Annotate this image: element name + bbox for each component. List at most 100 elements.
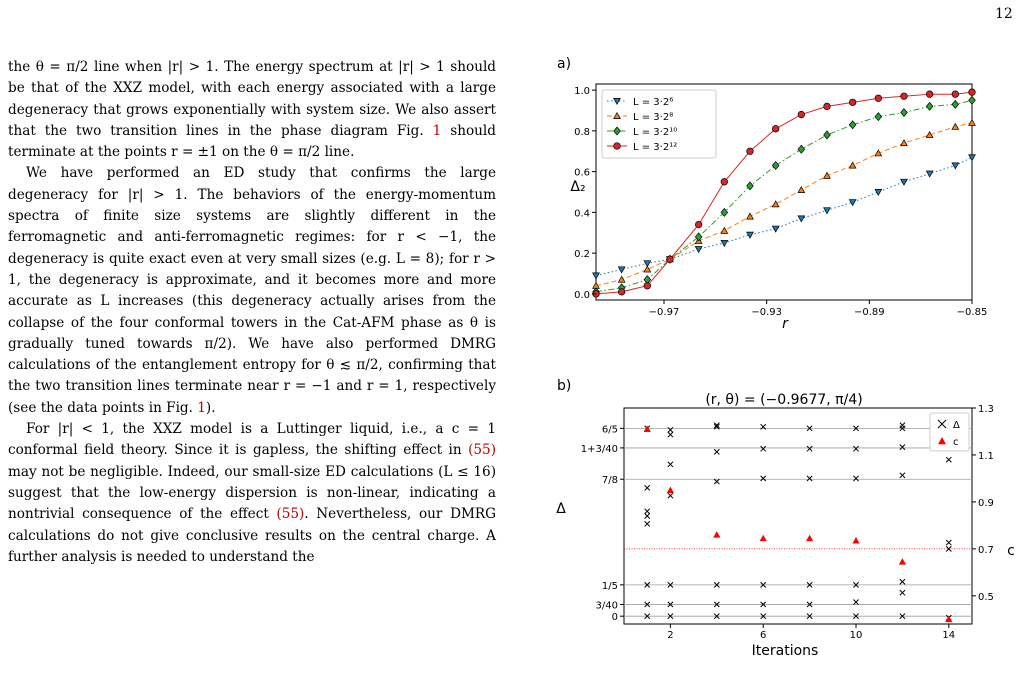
delta-point (644, 513, 651, 519)
data-point (746, 147, 754, 155)
data-point (848, 120, 857, 130)
delta-point (644, 613, 651, 620)
legend-box (929, 412, 970, 452)
plot-b-xlabel: Iterations (752, 643, 819, 659)
delta-point (713, 423, 720, 430)
plot-b-frame (623, 407, 973, 625)
data-point (720, 207, 729, 217)
delta-point (945, 545, 952, 552)
equation-ref-link[interactable]: (55) (468, 442, 496, 459)
data-point (772, 125, 780, 133)
equation-ref-link[interactable]: (55) (276, 506, 305, 523)
data-point (874, 94, 882, 102)
plot-b-axes: 03/40 1/5 7/8 1+3/40 6/5 0.5 0.7 0.9 1.1 1.3 2 6 10 1… (581, 404, 994, 641)
series-line (595, 156, 973, 277)
figure-ref-link[interactable]: 1 (197, 399, 206, 416)
plot-b-reference-lines (624, 427, 972, 617)
delta-point (713, 422, 720, 429)
left-y-tick-label: 1/5 (602, 581, 618, 592)
delta-point (760, 613, 767, 620)
right-y-tick-label: 1.3 (978, 404, 994, 415)
data-point (848, 161, 857, 169)
x-tick-label: −0.97 (649, 307, 680, 318)
legend-marker (937, 419, 947, 429)
delta-point (760, 445, 767, 452)
right-y-tick-label: 1.1 (978, 451, 994, 462)
plot-a-axes: 0.0 0.2 0.4 0.6 0.8 1.0 −0.97 −0.93 −0.89 −0.85 (574, 86, 987, 318)
x-tick-label: 6 (760, 630, 766, 641)
data-point (849, 98, 857, 106)
delta-point (899, 422, 906, 429)
delta-point (713, 581, 720, 588)
legend-label: L = 3·2⁸ (633, 112, 673, 123)
x-tick-label: −0.85 (957, 307, 988, 318)
delta-point (899, 589, 906, 596)
c-point (666, 486, 674, 494)
data-point (968, 95, 976, 105)
figure-ref-link[interactable]: 1 (432, 122, 442, 139)
delta-point (667, 461, 674, 468)
data-point (874, 149, 883, 157)
data-point (797, 144, 806, 154)
delta-point (853, 475, 859, 482)
data-point (618, 288, 626, 296)
paragraph-2: We have performed an ED study that confi… (8, 165, 496, 416)
plot-b-title: (r, θ) = (−0.9677, π/4) (705, 392, 862, 408)
delta-point (806, 445, 813, 452)
delta-point (853, 581, 859, 588)
data-point (695, 220, 703, 229)
panel-a-label: a) (557, 56, 571, 72)
left-y-tick-label: 6/5 (602, 424, 618, 435)
left-y-tick-label: 7/8 (602, 475, 618, 486)
c-point (945, 615, 953, 623)
y-tick-label: 1.0 (574, 86, 590, 97)
paragraph-1: the θ = π/2 line when |r| > 1. The energ… (8, 59, 496, 161)
delta-point (806, 425, 813, 432)
data-point (823, 102, 831, 111)
paragraph-3: For |r| < 1, the XXZ model is a Luttinge… (8, 421, 496, 565)
data-point (746, 181, 754, 191)
delta-point (806, 581, 813, 588)
data-point (823, 171, 831, 179)
delta-point (899, 444, 906, 451)
data-point (771, 200, 780, 208)
data-point (968, 88, 976, 96)
plot-b-legend: Δc (929, 412, 970, 452)
c-point (759, 534, 767, 542)
delta-point (667, 431, 674, 438)
data-point (666, 255, 674, 263)
left-y-tick-label: 1+3/40 (581, 444, 618, 455)
delta-point (667, 601, 674, 608)
series-line (595, 99, 973, 293)
delta-point (760, 423, 767, 430)
legend-marker (613, 98, 621, 106)
right-y-tick-label: 0.7 (978, 545, 994, 556)
data-point (592, 272, 600, 280)
c-point (643, 425, 651, 433)
delta-point (644, 520, 651, 527)
data-point (951, 99, 960, 109)
delta-point (945, 539, 952, 546)
data-point (900, 92, 908, 100)
body-text: the θ = π/2 line when |r| > 1. The energ… (8, 57, 496, 568)
data-point (797, 185, 806, 193)
plot-a-series (592, 88, 976, 298)
data-point (925, 170, 934, 178)
plot-b-left-ylabel: Δ (556, 501, 566, 517)
legend-label: c (953, 437, 959, 448)
c-point (713, 531, 721, 538)
data-point (643, 282, 651, 290)
x-tick-label: −0.93 (751, 307, 782, 318)
delta-point (667, 492, 674, 499)
data-point (925, 130, 934, 138)
delta-point (853, 599, 859, 606)
data-point (823, 207, 831, 215)
delta-point (644, 581, 651, 588)
delta-point (806, 475, 813, 482)
delta-point (713, 448, 720, 455)
delta-point (713, 601, 720, 608)
legend-label: Δ (953, 420, 960, 431)
delta-point (667, 613, 674, 620)
data-point (926, 90, 934, 98)
